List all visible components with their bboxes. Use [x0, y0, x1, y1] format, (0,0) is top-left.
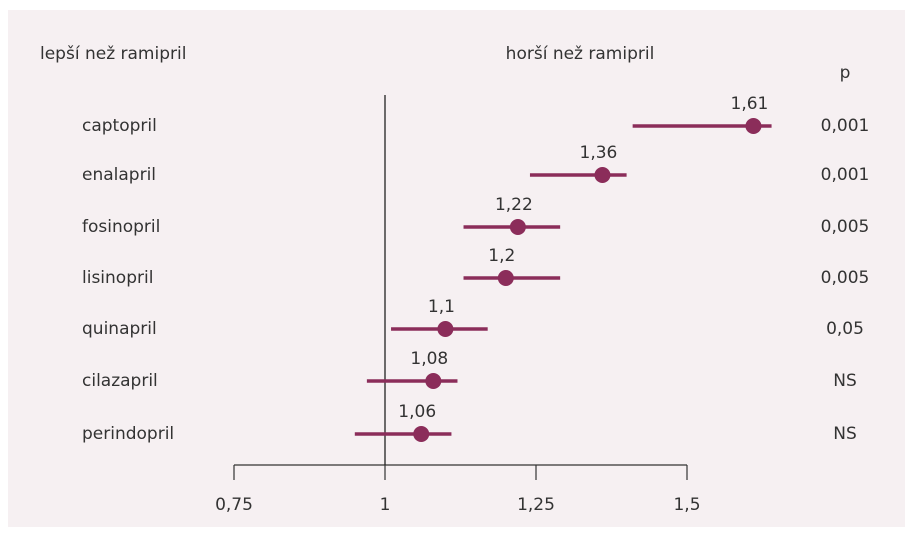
panel	[8, 10, 905, 527]
value-label: 1,36	[580, 143, 618, 163]
point	[413, 426, 430, 442]
row-label: quinapril	[82, 319, 157, 339]
left-label: lepší než ramipril	[40, 44, 186, 64]
p-header: p	[840, 63, 851, 83]
point	[509, 219, 526, 235]
value-label: 1,61	[731, 94, 769, 114]
x-tick-label: 0,75	[215, 495, 253, 515]
value-label: 1,1	[428, 297, 455, 317]
x-tick-label: 1,5	[673, 495, 700, 515]
x-tick-label: 1,25	[517, 495, 555, 515]
p-value: 0,001	[821, 116, 870, 136]
p-value: 0,001	[821, 165, 870, 185]
row-label: enalapril	[82, 165, 156, 185]
point	[497, 270, 514, 286]
point	[594, 167, 611, 183]
row-label: fosinopril	[82, 217, 160, 237]
x-tick-label: 1	[380, 495, 391, 515]
row-label: perindopril	[82, 424, 174, 444]
p-value: 0,05	[826, 319, 864, 339]
p-value: NS	[833, 424, 857, 444]
point	[437, 321, 454, 337]
value-label: 1,06	[398, 402, 436, 422]
value-label: 1,2	[488, 246, 515, 266]
point	[425, 373, 442, 389]
value-label: 1,08	[410, 349, 448, 369]
row-label: captopril	[82, 116, 157, 136]
value-label: 1,22	[495, 195, 533, 215]
p-value: 0,005	[821, 217, 870, 237]
row-label: cilazapril	[82, 371, 158, 391]
right-label: horší než ramipril	[506, 44, 655, 64]
p-value: NS	[833, 371, 857, 391]
point	[745, 118, 762, 134]
p-value: 0,005	[821, 268, 870, 288]
row-label: lisinopril	[82, 268, 153, 288]
